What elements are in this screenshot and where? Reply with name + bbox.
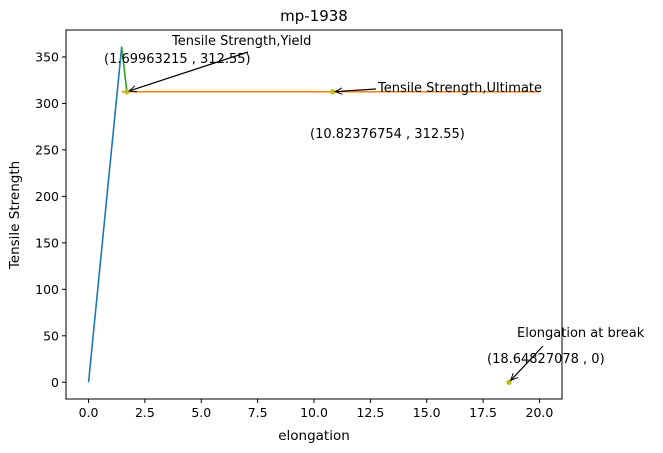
y-axis-label: Tensile Strength xyxy=(7,161,23,270)
annotation-label: Tensile Strength,Yield xyxy=(171,34,311,49)
y-tick-label: 350 xyxy=(35,49,59,64)
x-tick-label: 15.0 xyxy=(413,405,441,420)
x-tick-label: 2.5 xyxy=(135,405,155,420)
y-tick-label: 0 xyxy=(51,375,59,390)
plot-area: 0.0 2.5 5.0 7.5 10.0 12.5 15.0 17.5 20.0 0 50 100 15… xyxy=(35,29,645,420)
annotation-arrow xyxy=(335,89,377,92)
annotation-label: Tensile Strength,Ultimate xyxy=(377,81,542,96)
x-tick-label: 0.0 xyxy=(79,405,99,420)
y-tick-label: 50 xyxy=(43,328,59,343)
y-tick-label: 200 xyxy=(35,189,59,204)
x-tick-label: 12.5 xyxy=(356,405,384,420)
y-tick-label: 250 xyxy=(35,142,59,157)
y-tick-label: 300 xyxy=(35,96,59,111)
x-tick-label: 7.5 xyxy=(248,405,268,420)
series-line-2 xyxy=(120,46,128,92)
annotation-coords: (18.64827078 , 0) xyxy=(487,352,605,367)
x-tick-label: 17.5 xyxy=(469,405,497,420)
annotation-coords: (10.82376754 , 312.55) xyxy=(310,127,465,142)
annotation-arrow xyxy=(511,345,544,380)
data-point-1 xyxy=(329,89,336,95)
x-tick-label: 5.0 xyxy=(191,405,211,420)
annotation-label: Elongation at break xyxy=(517,326,645,341)
x-tick-label: 10.0 xyxy=(300,405,328,420)
chart-title: mp-1938 xyxy=(280,7,348,25)
x-axis-label: elongation xyxy=(278,428,350,444)
y-tick-label: 150 xyxy=(35,235,59,250)
annotation-coords: (1.69963215 , 312.55) xyxy=(104,52,251,67)
data-point-0 xyxy=(124,89,130,95)
y-tick-label: 100 xyxy=(35,282,59,297)
annotation-arrow xyxy=(129,51,249,91)
x-tick-label: 20.0 xyxy=(526,405,554,420)
series-line-0 xyxy=(87,46,123,383)
